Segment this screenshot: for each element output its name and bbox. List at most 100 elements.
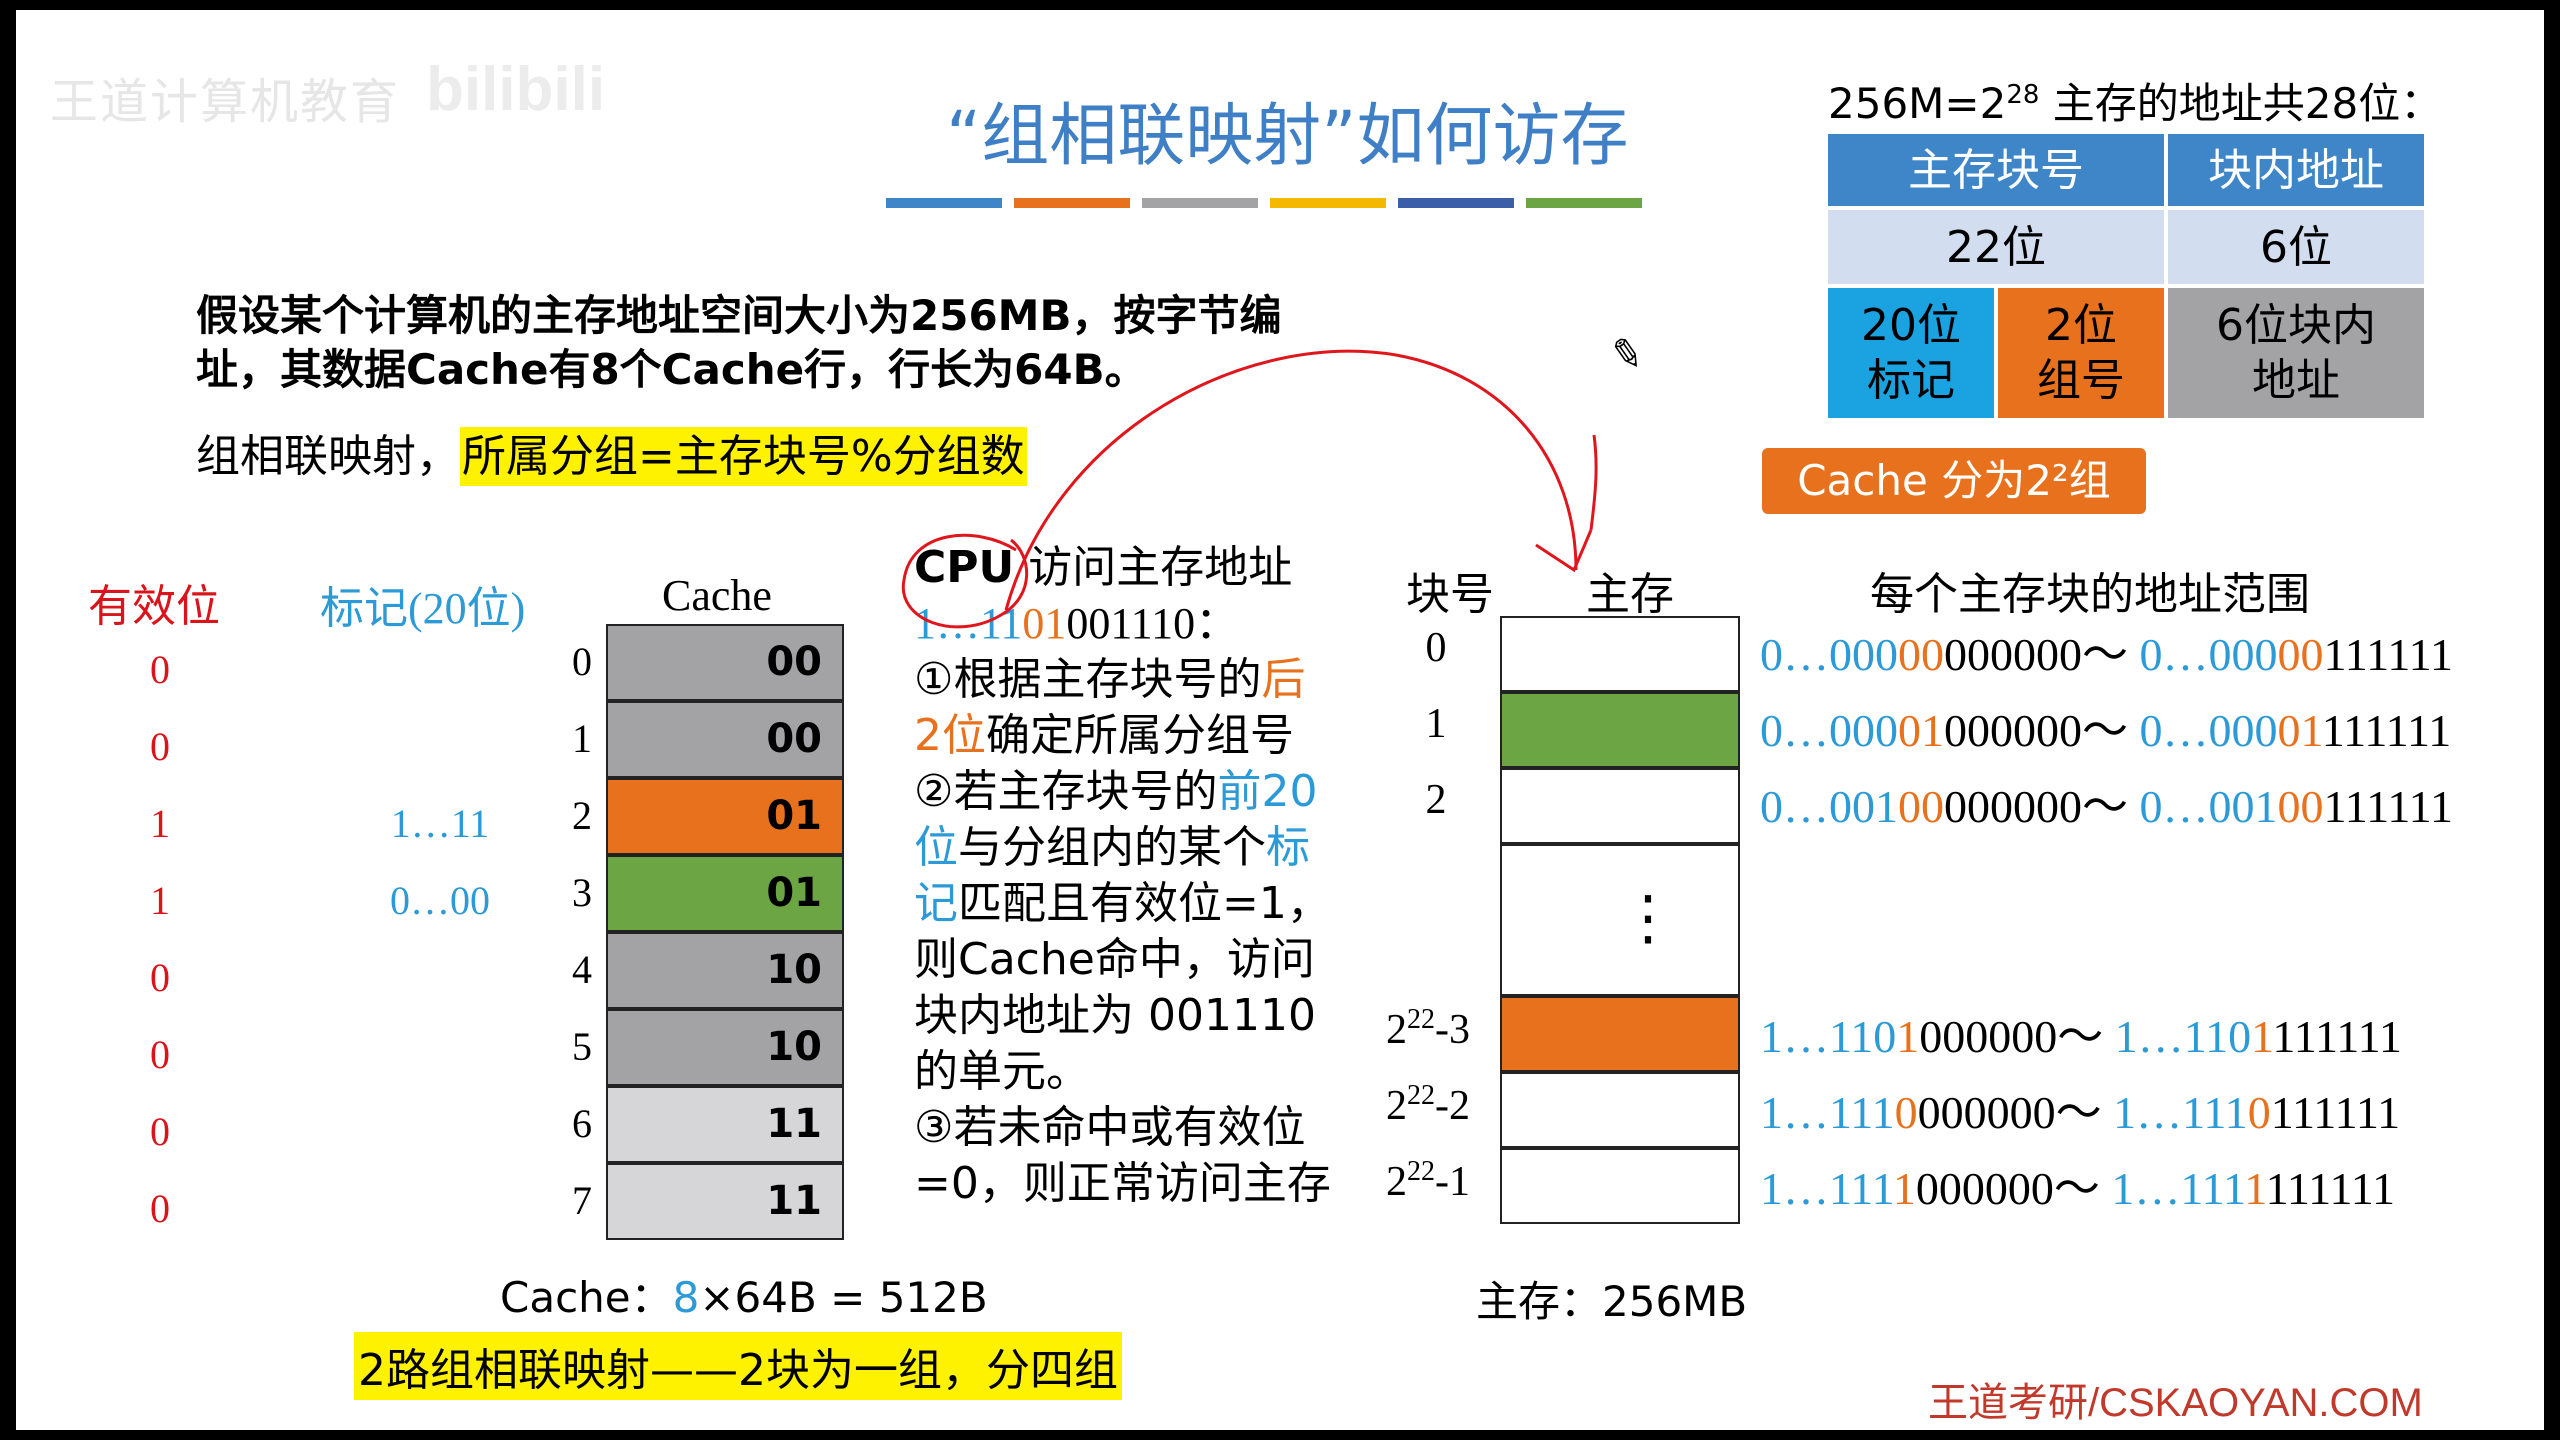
address-range: 1…1111000000～ 1…1111111111 <box>1760 1163 2396 1214</box>
s1d: 确定所属分组号 <box>986 710 1294 761</box>
address-range: 1…1110000000～ 1…1110111111 <box>1760 1087 2401 1138</box>
two-way-note: 2路组相联映射——2块为一组，分四组 <box>354 1332 1122 1400</box>
valid-bit: 0 <box>150 1186 170 1231</box>
cache-line-index: 1 <box>572 716 592 761</box>
memory-block <box>1500 768 1740 844</box>
s1a: ①根据主存块号的 <box>914 654 1262 705</box>
cache-line: 00 <box>606 701 844 778</box>
cpu-label: CPU <box>914 542 1015 593</box>
cache-line-index: 6 <box>572 1101 592 1146</box>
mapping-rule-prefix: 组相联映射， <box>196 431 460 482</box>
cpu-step-2a: ②若主存块号的前20 <box>914 764 1331 820</box>
cache-line-index: 3 <box>572 870 592 915</box>
cache-line-index: 7 <box>572 1178 592 1223</box>
cpu-step-2f: 的单元。 <box>914 1046 1090 1097</box>
memory-block <box>1500 1148 1740 1224</box>
tag-value: 0…00 <box>390 878 490 923</box>
address-range: 0…00001000000～ 0…00001111111 <box>1760 705 2452 756</box>
main-memory-header: 主存 <box>1586 569 1674 620</box>
address-heading-b: 主存的地址共28位： <box>2039 79 2443 128</box>
bilibili-logo: bilibili <box>426 55 606 124</box>
tag-header: 标记(20位) <box>320 584 526 633</box>
memory-vdots: ⋮ <box>1618 883 1678 953</box>
valid-bit: 0 <box>150 724 170 769</box>
memory-block-number: 222-2 <box>1386 1080 1470 1129</box>
cpu-title: CPU 访问主存地址 <box>914 540 1331 596</box>
valid-bit: 0 <box>150 1032 170 1077</box>
cache-line-index: 2 <box>572 793 592 838</box>
arrow-pointer <box>1589 434 1598 531</box>
cache-line: 00 <box>606 624 844 701</box>
address-range: 0…00000000000～ 0…00000111111 <box>1760 629 2453 680</box>
cpu-step-1a: ①根据主存块号的后 <box>914 652 1331 708</box>
memory-ellipsis-block <box>1500 844 1740 996</box>
cache-line: 01 <box>606 778 844 855</box>
memory-size: 主存：256MB <box>1476 1277 1748 1326</box>
s2f: 记 <box>914 878 958 929</box>
cache-size-count: 8 <box>672 1273 700 1322</box>
cpu-address-b: 01 <box>1022 599 1067 648</box>
cpu-title-rest: 访问主存地址 <box>1014 542 1293 593</box>
s2e: 标 <box>1266 822 1310 873</box>
cache-line-index: 5 <box>572 1024 592 1069</box>
cache-line: 11 <box>606 1163 844 1240</box>
cpu-circle <box>901 533 1029 629</box>
cache-line: 11 <box>606 1086 844 1163</box>
cache-size-label: Cache： <box>500 1273 673 1322</box>
s1b: 后 <box>1261 654 1306 705</box>
valid-bit: 1 <box>150 878 170 923</box>
cpu-address-c: 001110： <box>1066 599 1240 648</box>
cache-size-rest: ×64B = 512B <box>699 1273 988 1322</box>
valid-bit: 0 <box>150 955 170 1000</box>
s1c: 2位 <box>914 710 986 761</box>
cache-header: Cache <box>662 571 772 620</box>
memory-block-number: 222-3 <box>1386 1004 1470 1053</box>
cache-line: 01 <box>606 855 844 932</box>
bits-block-offset: 6位 <box>2166 208 2426 286</box>
cpu-step-3b: =0，则正常访问主存 <box>914 1158 1331 1209</box>
memory-block <box>1500 692 1740 768</box>
cpu-steps: CPU 访问主存地址 1…1101001110： ①根据主存块号的后 2位确定所… <box>914 540 1331 1212</box>
cache-size: Cache：8×64B = 512B <box>500 1264 988 1325</box>
tag-bits-cell: 20位 标记 <box>1826 286 1996 420</box>
groups-callout: Cache 分为2²组 <box>1762 448 2146 514</box>
s2b: 前20 <box>1217 766 1318 817</box>
group-bits-cell: 2位 组号 <box>1996 286 2166 420</box>
valid-bit: 0 <box>150 647 170 692</box>
memory-block-number: 0 <box>1425 625 1447 671</box>
header-block-offset: 块内地址 <box>2166 132 2426 208</box>
address-bits-heading: 256M=228 主存的地址共28位： <box>1828 70 2442 131</box>
valid-bit-header: 有效位 <box>88 581 220 632</box>
bits-block-number: 22位 <box>1826 208 2166 286</box>
cache-line-index: 0 <box>572 639 592 684</box>
memory-block-number: 1 <box>1425 701 1447 747</box>
valid-bit: 1 <box>150 801 170 846</box>
mapping-arrow <box>1004 349 1578 611</box>
cpu-step-2c: 记匹配且有效位=1， <box>914 876 1331 932</box>
s2d: 与分组内的某个 <box>958 822 1266 873</box>
s2g: 匹配且有效位=1， <box>958 878 1331 929</box>
title-color-bar <box>886 198 1666 208</box>
offset-bits-cell: 6位块内 地址 <box>2166 286 2426 420</box>
memory-block <box>1500 996 1740 1072</box>
intro-line-2: 址，其数据Cache有8个Cache行，行长为64B。 <box>196 345 1147 394</box>
intro-line-1: 假设某个计算机的主存地址空间大小为256MB，按字节编 <box>196 291 1282 340</box>
memory-block-number: 2 <box>1425 777 1447 823</box>
address-range-header: 每个主存块的地址范围 <box>1870 569 2310 620</box>
cpu-step-2d: 则Cache命中，访问 <box>914 934 1315 985</box>
s2a: ②若主存块号的 <box>914 766 1218 817</box>
address-range: 0…00100000000～ 0…00100111111 <box>1760 781 2453 832</box>
slide-title: “组相联映射”如何访存 <box>946 97 1629 176</box>
address-heading-exp: 28 <box>2006 80 2040 110</box>
footer-brand: 王道考研/CSKAOYAN.COM <box>1928 1381 2423 1425</box>
cpu-step-1b: 2位确定所属分组号 <box>914 708 1331 764</box>
cache-line: 10 <box>606 932 844 1009</box>
red-annotations <box>901 349 1598 629</box>
tag-value: 1…11 <box>390 801 490 846</box>
cpu-step-3a: ③若未命中或有效位 <box>914 1102 1306 1153</box>
address-range: 1…1101000000～ 1…1101111111 <box>1760 1011 2402 1062</box>
mapping-rule: 组相联映射，所属分组=主存块号%分组数 <box>196 420 1027 486</box>
cpu-step-2b: 位与分组内的某个标 <box>914 820 1331 876</box>
arrow-head <box>1535 529 1593 573</box>
s2c: 位 <box>914 822 958 873</box>
